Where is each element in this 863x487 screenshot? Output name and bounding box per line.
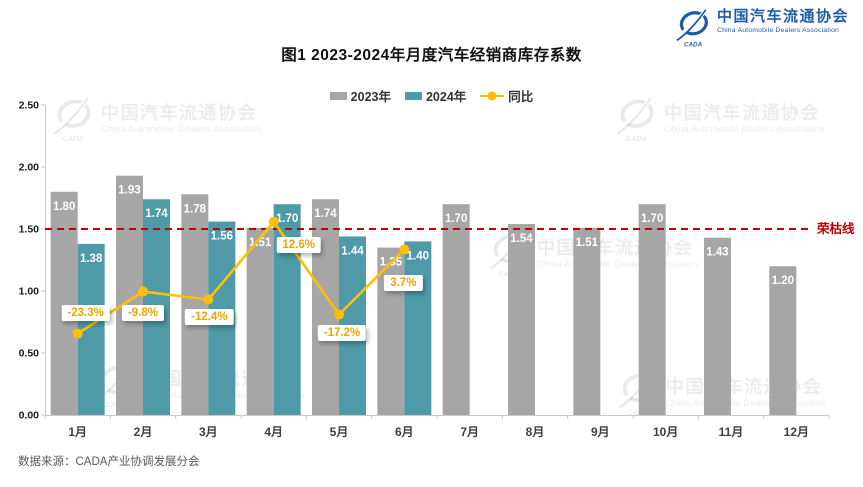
bar-value-2023: 1.43	[706, 247, 728, 259]
yoy-point-5月	[333, 309, 344, 320]
chart-legend: 2023年 2024年 同比	[0, 86, 863, 105]
bar-value-2023: 1.93	[118, 185, 140, 197]
legend-swatch	[329, 91, 347, 100]
bar-value-2024: 1.44	[341, 245, 364, 257]
cada-logo-text: 中国汽车流通协会 China Automobile Dealers Associ…	[717, 8, 849, 34]
y-axis-label: 0.50	[19, 348, 40, 360]
bar-2023-12月	[769, 266, 797, 415]
bar-2023-9月	[573, 227, 601, 415]
yoy-point-1月	[72, 328, 83, 339]
yoy-label-3月: -12.4%	[185, 308, 234, 325]
reference-line-label: 荣枯线	[816, 221, 855, 236]
x-axis-label: 3月	[199, 425, 218, 439]
yoy-label-1月: -23.3%	[61, 304, 110, 321]
cada-emblem-icon: CADA	[675, 8, 711, 53]
y-axis-label: 2.50	[19, 100, 40, 112]
x-axis-label: 11月	[719, 425, 744, 439]
x-axis-label: 1月	[68, 425, 87, 439]
x-axis-label: 7月	[460, 425, 479, 439]
legend-swatch	[404, 91, 422, 100]
cada-logo-cn: 中国汽车流通协会	[716, 9, 849, 25]
bar-value-2024: 1.74	[145, 208, 168, 220]
y-axis-label: 0.00	[19, 410, 40, 422]
x-axis-label: 2月	[134, 425, 153, 439]
bar-value-2023: 1.70	[641, 213, 663, 225]
legend-item-同比: 同比	[480, 86, 533, 105]
bar-value-2023: 1.20	[772, 275, 794, 287]
legend-label: 同比	[508, 90, 534, 104]
bar-2023-11月	[703, 237, 731, 415]
bar-2023-7月	[442, 204, 470, 415]
legend-item-2023年: 2023年	[329, 86, 391, 105]
yoy-point-6月	[399, 244, 410, 255]
yoy-point-2月	[137, 286, 148, 297]
bar-value-2023: 1.54	[510, 233, 533, 245]
bar-value-2024: 1.70	[276, 213, 298, 225]
bar-2023-3月	[181, 194, 209, 415]
bar-value-2023: 1.70	[445, 213, 467, 225]
x-axis-label: 9月	[591, 425, 610, 439]
y-axis-label: 1.00	[19, 286, 40, 298]
bar-value-2024: 1.38	[80, 253, 103, 265]
yoy-label-2月: -9.8%	[121, 304, 165, 321]
bar-2024-6月	[404, 241, 432, 415]
bar-value-2023: 1.78	[184, 203, 207, 215]
x-axis-label: 5月	[330, 425, 349, 439]
y-axis-label: 2.00	[19, 162, 40, 174]
svg-text:CADA: CADA	[684, 42, 703, 48]
y-axis-label: 1.50	[19, 224, 40, 236]
yoy-point-4月	[268, 216, 279, 227]
bar-value-2024: 1.40	[407, 250, 429, 262]
bar-2023-1月	[50, 191, 78, 415]
legend-item-2024年: 2024年	[404, 86, 467, 105]
cada-logo: CADA 中国汽车流通协会 China Automobile Dealers A…	[675, 8, 849, 53]
yoy-label-5月: -17.2%	[317, 324, 367, 341]
bar-value-2023: 1.51	[576, 237, 599, 249]
yoy-label-4月: 12.6%	[276, 236, 321, 253]
x-axis-label: 12月	[784, 425, 809, 439]
yoy-label-6月: 3.7%	[384, 275, 423, 292]
bar-2023-10月	[638, 204, 666, 415]
x-axis-label: 8月	[526, 425, 545, 439]
bar-2023-4月	[246, 227, 274, 415]
x-axis-label: 6月	[395, 425, 414, 439]
yoy-point-3月	[203, 294, 214, 305]
bar-value-2024: 1.56	[211, 231, 233, 243]
legend-line-marker	[480, 91, 505, 101]
legend-label: 2023年	[350, 90, 391, 104]
yoy-line	[76, 220, 406, 335]
page-title: 图1 2023-2024年月度汽车经销商库存系数	[281, 47, 582, 64]
bar-value-2023: 1.80	[53, 201, 75, 213]
x-axis-label: 4月	[264, 425, 283, 439]
bar-2023-8月	[507, 224, 535, 415]
source-note: 数据来源：CADA产业协调发展分会	[18, 456, 200, 468]
legend-label: 2024年	[425, 90, 467, 104]
cada-logo-en: China Automobile Dealers Association	[716, 27, 840, 34]
bar-value-2023: 1.74	[314, 208, 337, 220]
x-axis-label: 10月	[653, 425, 678, 439]
